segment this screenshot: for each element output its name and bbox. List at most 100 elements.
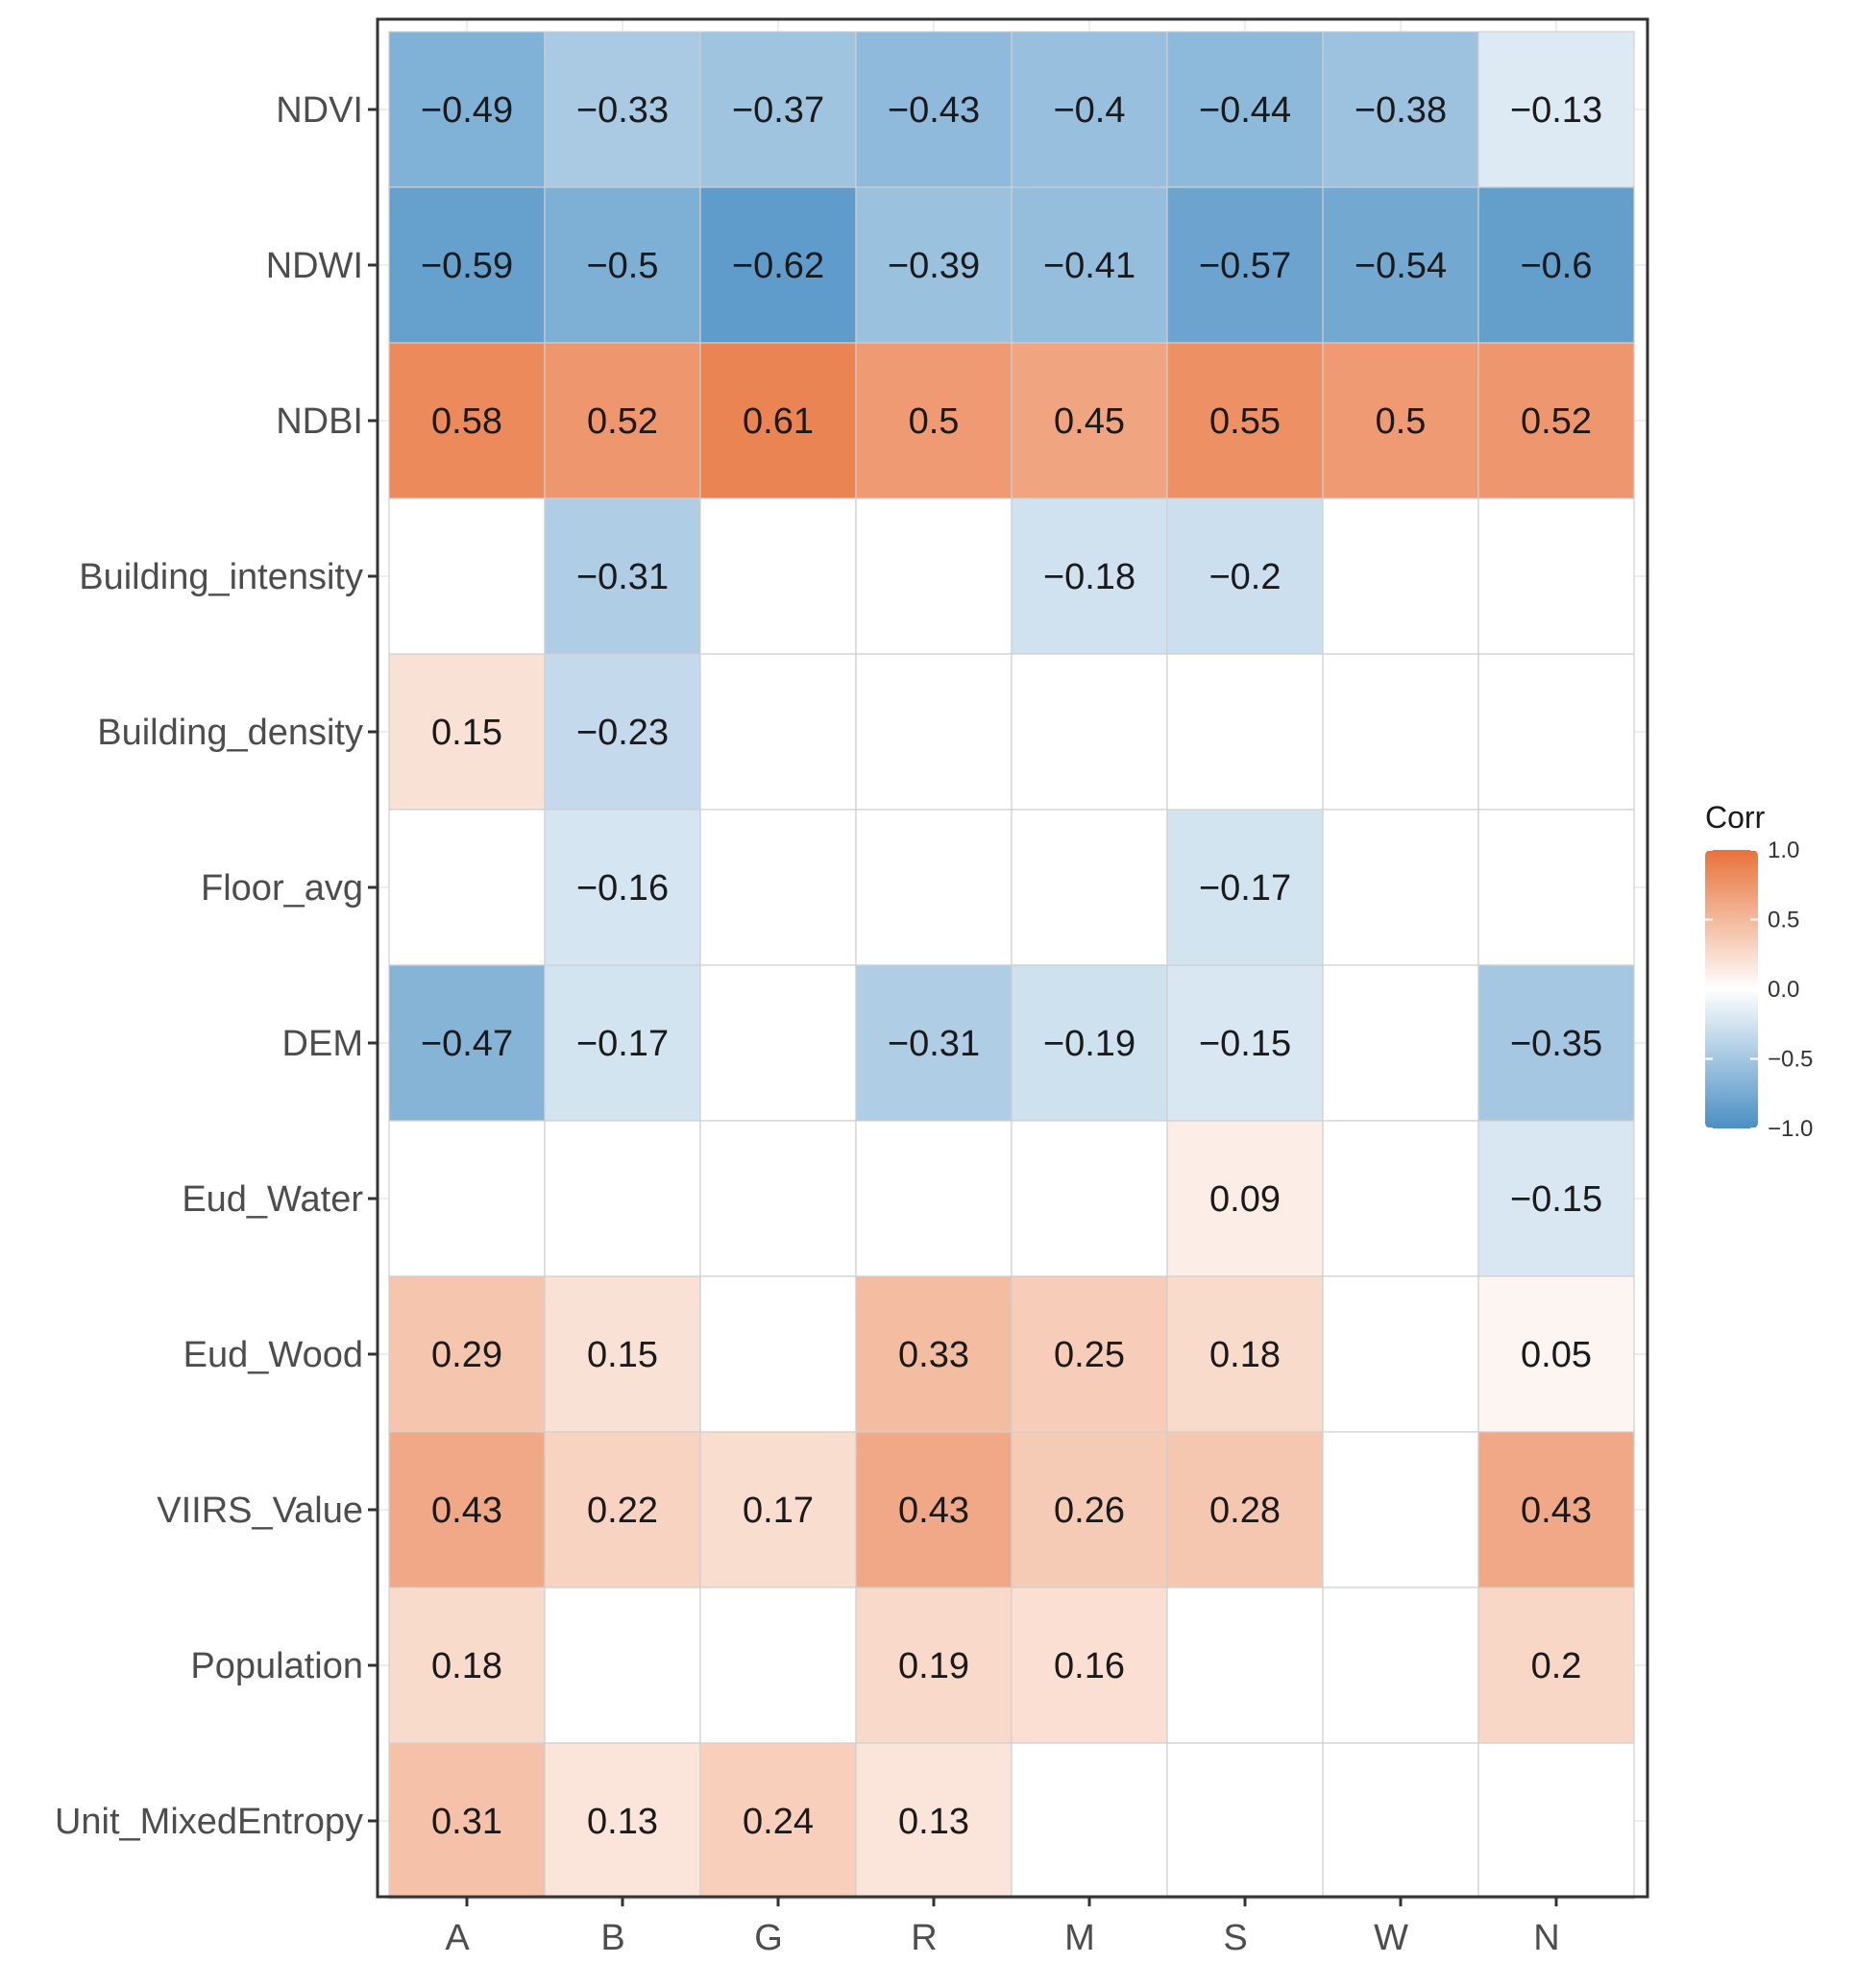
heatmap-tile <box>544 342 701 499</box>
heatmap-tile <box>1322 1587 1479 1744</box>
y-tick-label: VIIRS_Value <box>157 1491 363 1531</box>
heatmap-tile <box>1166 497 1324 655</box>
heatmap-tile <box>1011 809 1168 966</box>
cell-value-label: 0.45 <box>1054 401 1125 442</box>
heatmap-tile <box>388 186 546 344</box>
heatmap-tile <box>1477 1742 1635 1900</box>
heatmap-tile <box>699 186 857 344</box>
heatmap-tile <box>544 497 701 655</box>
y-tick-label: NDVI <box>276 90 363 131</box>
cell-value-label: −0.33 <box>576 90 669 131</box>
heatmap-tile <box>1166 964 1324 1122</box>
cell-value-label: 0.25 <box>1054 1335 1125 1375</box>
heatmap-tile <box>1477 1587 1635 1744</box>
heatmap-tile <box>699 809 857 966</box>
cell-value-label: 0.33 <box>898 1335 969 1375</box>
heatmap-tile <box>699 1587 857 1744</box>
heatmap-tile <box>855 964 1013 1122</box>
cell-value-label: −0.18 <box>1043 557 1135 597</box>
cell-value-label: 0.09 <box>1209 1179 1281 1220</box>
heatmap-tile <box>699 964 857 1122</box>
heatmap-tile <box>1322 1742 1479 1900</box>
cell-value-label: 0.18 <box>431 1646 502 1686</box>
cell-value-label: 0.05 <box>1521 1335 1592 1375</box>
heatmap-tile <box>388 1120 546 1277</box>
heatmap-tile <box>855 497 1013 655</box>
cell-value-label: −0.43 <box>888 90 980 131</box>
heatmap-tile <box>855 1120 1013 1277</box>
x-tick-label: A <box>445 1918 470 1958</box>
cell-value-label: 0.55 <box>1209 401 1281 442</box>
cell-value-label: −0.44 <box>1199 90 1291 131</box>
cell-value-label: 0.15 <box>587 1335 658 1375</box>
heatmap-tile <box>1477 964 1635 1122</box>
heatmap-tile <box>855 1431 1013 1588</box>
cell-value-label: 0.2 <box>1531 1646 1582 1686</box>
cell-value-label: −0.4 <box>1053 90 1125 131</box>
panel-border <box>376 17 1649 1899</box>
y-tick-label: DEM <box>282 1024 363 1064</box>
cell-value-label: −0.31 <box>576 557 669 597</box>
heatmap-tile <box>699 1742 857 1900</box>
cell-value-label: −0.16 <box>576 868 669 909</box>
heatmap-tile <box>1322 1275 1479 1433</box>
heatmap-tile <box>1011 31 1168 188</box>
heatmap-tile <box>544 31 701 188</box>
heatmap-tile <box>1322 497 1479 655</box>
heatmap-tile <box>699 31 857 188</box>
heatmap-tile <box>544 1120 701 1277</box>
cell-value-label: −0.62 <box>732 246 824 286</box>
cell-value-label: −0.17 <box>576 1024 669 1064</box>
heatmap-tile <box>1322 186 1479 344</box>
heatmap-tile <box>388 809 546 966</box>
heatmap-tiles <box>388 31 1635 1900</box>
heatmap-tile <box>1166 1587 1324 1744</box>
y-tick-label: NDWI <box>266 246 363 286</box>
y-tick-label: Unit_MixedEntropy <box>55 1802 363 1842</box>
cell-value-label: −0.49 <box>421 90 513 131</box>
y-tick-label: NDBI <box>276 401 363 442</box>
cell-value-label: −0.41 <box>1043 246 1135 286</box>
heatmap-tile <box>1322 1120 1479 1277</box>
legend: Corr 1.0 0.5 0.0 −0.5 −1.0 <box>1705 800 1813 1142</box>
cell-value-label: −0.39 <box>888 246 980 286</box>
legend-colorbar <box>1705 850 1758 1128</box>
cell-value-label: −0.37 <box>732 90 824 131</box>
cell-value-label: 0.24 <box>743 1802 814 1842</box>
heatmap-tile <box>1477 1275 1635 1433</box>
cell-value-label: 0.5 <box>1376 401 1427 442</box>
y-tick-label: Floor_avg <box>201 868 363 909</box>
cell-value-label: −0.6 <box>1520 246 1592 286</box>
heatmap-tile <box>1322 964 1479 1122</box>
heatmap-tile <box>544 964 701 1122</box>
heatmap-tile <box>544 809 701 966</box>
heatmap-tile <box>1011 1742 1168 1900</box>
heatmap-tile <box>1011 653 1168 811</box>
heatmap-tile <box>1322 809 1479 966</box>
heatmap-tile <box>1477 342 1635 499</box>
y-tick-label: Building_density <box>97 713 363 753</box>
heatmap-tile <box>388 497 546 655</box>
legend-title: Corr <box>1705 800 1766 835</box>
cell-value-label: −0.17 <box>1199 868 1291 909</box>
cell-value-label: −0.54 <box>1355 246 1447 286</box>
heatmap-tile <box>1011 497 1168 655</box>
x-tick-label: R <box>911 1918 937 1958</box>
heatmap-tile <box>1477 809 1635 966</box>
cell-value-label: 0.17 <box>743 1491 814 1531</box>
cell-value-label: 0.13 <box>898 1802 969 1842</box>
heatmap-tile <box>1011 1275 1168 1433</box>
heatmap-tile <box>855 186 1013 344</box>
heatmap-tile <box>388 1587 546 1744</box>
cell-value-label: −0.47 <box>421 1024 513 1064</box>
cell-value-label: −0.38 <box>1355 90 1447 131</box>
heatmap-tile <box>544 1587 701 1744</box>
x-tick-label: B <box>600 1918 624 1958</box>
heatmap-tile <box>855 653 1013 811</box>
value-labels: −0.49 −0.33 −0.37 −0.43 −0.4 −0.44 −0.38 −0.13 −… <box>421 90 1602 1842</box>
y-axis: NDVI NDWI NDBI Building_intensity Building_d… <box>55 90 378 1842</box>
heatmap-tile <box>1477 1120 1635 1277</box>
heatmap-tile <box>699 653 857 811</box>
heatmap-tile <box>1322 653 1479 811</box>
